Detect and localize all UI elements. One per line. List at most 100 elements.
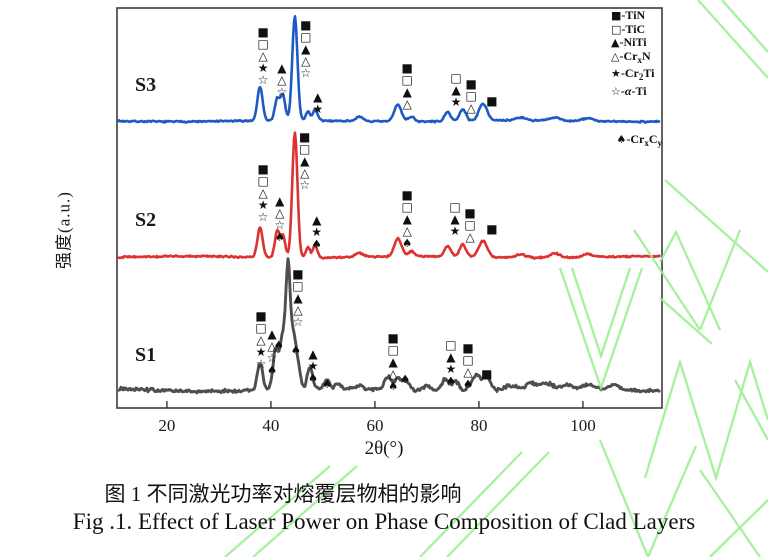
peak-marker-filled-square: ■ xyxy=(465,77,476,91)
filled-triangle-icon: ▲ xyxy=(611,36,620,49)
peak-marker-filled-square: ■ xyxy=(462,341,473,355)
legend-item-spade: ♠-CrxCy xyxy=(616,132,662,148)
legend-item-filled-square: ■-TiN xyxy=(611,8,646,22)
peak-marker-open-triangle: △ xyxy=(301,54,311,68)
peak-marker-open-triangle: △ xyxy=(277,73,287,87)
peak-marker-spade: ♠ xyxy=(275,230,285,244)
peak-marker-open-square: □ xyxy=(255,321,266,335)
peak-marker-open-star: ☆ xyxy=(293,315,304,329)
peak-marker-filled-square: ■ xyxy=(255,309,266,323)
peak-marker-filled-triangle: ▲ xyxy=(450,212,460,226)
peak-marker-open-triangle: △ xyxy=(403,97,413,111)
peak-marker-open-square: □ xyxy=(445,338,456,352)
peak-marker-open-triangle: △ xyxy=(259,186,269,200)
peak-marker-filled-star: ★ xyxy=(308,359,319,373)
peak-marker-filled-triangle: ▲ xyxy=(389,355,399,369)
peak-marker-spade: ♠ xyxy=(267,363,277,377)
peak-marker-filled-triangle: ▲ xyxy=(301,42,311,56)
filled-square-icon: ■ xyxy=(611,9,622,22)
peak-marker-filled-star: ★ xyxy=(258,61,269,75)
open-star-icon: ☆ xyxy=(611,84,621,98)
peak-marker-open-triangle: △ xyxy=(467,101,477,115)
peak-marker-spade: ♠ xyxy=(388,379,398,393)
x-axis-label: 2θ(°) xyxy=(364,438,404,459)
open-triangle-icon: △ xyxy=(611,49,620,63)
peak-marker-filled-triangle: ▲ xyxy=(293,291,303,305)
peak-marker-filled-square: ■ xyxy=(387,331,398,345)
peak-marker-filled-star: ★ xyxy=(450,224,461,238)
peak-marker-filled-star: ★ xyxy=(451,95,462,109)
peak-marker-open-square: □ xyxy=(449,200,460,214)
peak-marker-filled-square: ■ xyxy=(257,162,268,176)
peak-marker-filled-triangle: ▲ xyxy=(403,212,413,226)
peak-marker-filled-star: ★ xyxy=(312,102,323,116)
peak-marker-spade: ♠ xyxy=(400,372,410,386)
peak-marker-open-square: □ xyxy=(292,279,303,293)
peak-marker-open-star: ☆ xyxy=(300,66,311,80)
spade-icon: ♠ xyxy=(616,133,627,146)
series-label-s1: S1 xyxy=(135,344,157,366)
legend: ■-TiN □-TiC ▲-NiTi △-CrxN ★-Cr2Ti ☆-α-Ti xyxy=(611,8,655,98)
peak-marker-filled-square: ■ xyxy=(464,206,475,220)
peak-marker-open-triangle: △ xyxy=(293,303,303,317)
peak-marker-spade: ♠ xyxy=(308,371,318,385)
peak-marker-open-star: ☆ xyxy=(267,351,278,365)
peak-marker-filled-star: ★ xyxy=(256,345,267,359)
peak-marker-filled-square: ■ xyxy=(481,367,492,381)
legend-item-open-square: □-TiC xyxy=(611,21,646,36)
peak-marker-filled-triangle: ▲ xyxy=(308,347,318,361)
peak-marker-open-star: ☆ xyxy=(274,218,285,232)
peak-marker-open-triangle: △ xyxy=(463,365,473,379)
peak-marker-open-square: □ xyxy=(465,89,476,103)
peak-marker-open-square: □ xyxy=(387,343,398,357)
peak-marker-filled-triangle: ▲ xyxy=(313,90,323,104)
series-label-s2: S2 xyxy=(135,209,157,231)
series-label-s3: S3 xyxy=(135,74,157,96)
peak-marker-open-triangle: △ xyxy=(465,230,475,244)
legend-item-open-triangle: △-CrxN xyxy=(611,48,651,65)
peak-marker-open-star: ☆ xyxy=(258,210,269,224)
peak-marker-spade: ♠ xyxy=(274,338,284,352)
plot-frame xyxy=(116,7,663,409)
peak-marker-open-star: ☆ xyxy=(258,73,269,87)
peak-marker-open-star: ☆ xyxy=(276,85,287,99)
peak-marker-filled-square: ■ xyxy=(486,222,497,236)
legend-item-open-star: ☆-α-Ti xyxy=(611,83,647,98)
peak-marker-filled-triangle: ▲ xyxy=(312,213,322,227)
x-tick-label: 60 xyxy=(366,416,383,435)
peak-marker-filled-square: ■ xyxy=(486,94,497,108)
x-tick-label: 40 xyxy=(262,416,279,435)
filled-star-icon: ★ xyxy=(611,67,621,80)
peak-marker-filled-star: ★ xyxy=(445,362,456,376)
peak-marker-filled-square: ■ xyxy=(300,18,311,32)
peak-marker-open-square: □ xyxy=(299,142,310,156)
peak-marker-open-square: □ xyxy=(257,37,268,51)
peak-marker-spade: ♠ xyxy=(463,377,473,391)
xrd-curve-s2 xyxy=(117,131,662,260)
peak-marker-filled-square: ■ xyxy=(299,130,310,144)
peak-marker-open-triangle: △ xyxy=(403,224,413,238)
peak-marker-spade: ♠ xyxy=(291,343,301,357)
peak-marker-open-triangle: △ xyxy=(259,49,269,63)
open-square-icon: □ xyxy=(611,22,622,36)
xrd-curve-s3 xyxy=(116,15,661,124)
peak-marker-open-star: ☆ xyxy=(299,178,310,192)
peak-marker-spade: ♠ xyxy=(446,374,456,388)
peak-marker-filled-square: ■ xyxy=(257,25,268,39)
figure-caption-zh: 图 1 不同激光功率对熔覆层物相的影响 xyxy=(104,482,462,506)
peak-marker-spade: ♠ xyxy=(312,237,322,251)
xrd-chart: 20 40 60 80 100■□△★☆▲△☆■□▲△☆▲★■□▲△□▲★■□△ ■■□△… xyxy=(116,7,663,435)
peak-marker-filled-triangle: ▲ xyxy=(275,194,285,208)
peak-marker-open-square: □ xyxy=(257,174,268,188)
peak-marker-filled-triangle: ▲ xyxy=(451,83,461,97)
peak-marker-filled-star: ★ xyxy=(258,198,269,212)
peak-marker-filled-star: ★ xyxy=(311,225,322,239)
peak-marker-open-star: ☆ xyxy=(256,357,267,371)
peak-marker-open-triangle: △ xyxy=(256,333,266,347)
peak-marker-open-square: □ xyxy=(464,218,475,232)
peak-marker-filled-square: ■ xyxy=(402,188,413,202)
peak-marker-filled-triangle: ▲ xyxy=(267,327,277,341)
peak-marker-open-square: □ xyxy=(450,71,461,85)
peak-marker-open-triangle: △ xyxy=(300,166,310,180)
